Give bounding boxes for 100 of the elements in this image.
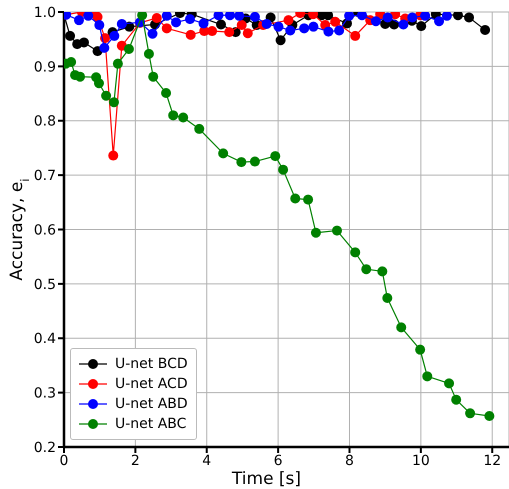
legend-label: U-net ABC [115,416,186,432]
point [310,228,321,238]
point [350,247,360,258]
point [398,20,408,30]
x-tick-label: 2 [130,452,140,469]
point [148,72,158,82]
point [224,27,234,38]
point [83,12,94,21]
point [484,411,494,422]
point [303,194,314,205]
x-tick-label: 12 [483,452,502,469]
point [194,124,204,134]
point [162,23,172,34]
point [350,30,360,41]
point [420,12,430,21]
point [198,18,209,28]
point [396,322,406,332]
point [415,344,426,355]
x-tick-label: 4 [202,452,212,469]
point [299,23,310,34]
point [178,112,188,122]
point [124,44,134,54]
point [144,48,154,59]
point [94,20,104,30]
y-tick-label: 1.0 [34,4,56,21]
y-tick-label: 0.6 [34,222,56,238]
y-tick-label: 0.3 [34,386,56,402]
legend-label: U-net ACD [115,376,188,392]
point [262,18,272,29]
point [434,16,444,26]
point [99,42,110,53]
point [162,12,172,21]
point [273,22,284,32]
point [416,21,426,32]
point [361,264,372,274]
point [66,57,76,68]
point [65,30,76,41]
point [112,58,123,69]
point [184,14,195,24]
y-tick-label: 0.7 [34,168,56,184]
point [285,25,296,36]
point [78,37,89,48]
point [464,12,474,22]
point [407,12,418,22]
point [356,12,367,20]
point [278,164,288,175]
point [242,28,253,38]
point [148,28,158,39]
point [224,12,235,20]
point [171,17,182,28]
point [334,25,344,36]
point [168,110,178,120]
point [270,151,280,162]
point [101,90,112,101]
point [207,26,218,36]
point [323,26,334,37]
point [236,20,247,30]
point [161,88,172,98]
point [382,293,392,304]
point [214,12,224,20]
point [370,16,381,26]
point [94,78,104,88]
y-tick-label: 0.2 [34,440,56,456]
point [109,30,120,41]
x-tick-label: 0 [60,452,68,469]
point [330,16,340,27]
point [186,30,196,40]
x-tick-label: 10 [412,452,430,469]
point [250,12,260,22]
x-tick-label: 8 [345,452,354,469]
point [137,12,148,20]
point [236,157,246,168]
point [152,12,162,23]
x-axis-title: Time [s] [230,469,302,489]
point [74,15,84,26]
point [116,18,127,29]
point [108,150,118,161]
point [308,22,318,32]
x-tick-label: 6 [274,452,283,469]
point [290,194,300,204]
point [422,371,432,382]
point [216,20,226,30]
point [382,12,393,22]
point [276,35,286,46]
y-tick-label: 0.8 [34,114,56,130]
legend-label: U-net BCD [115,356,188,372]
y-tick-label: 0.9 [34,59,56,76]
point [75,72,86,82]
point [444,378,454,388]
point [332,226,342,236]
point [480,24,490,35]
point [108,97,119,108]
point [344,12,354,21]
point [250,156,260,167]
point [234,12,244,21]
y-tick-label: 0.4 [34,331,56,348]
point [465,408,476,418]
point [218,148,228,158]
y-tick-label: 0.5 [34,276,56,293]
point [283,15,294,26]
